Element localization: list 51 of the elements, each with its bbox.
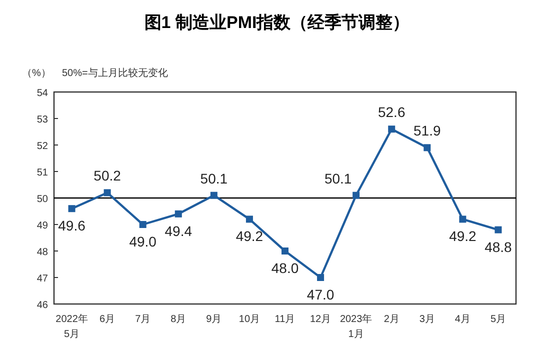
point [424, 144, 431, 152]
x-tick-label: 5月 [490, 314, 506, 325]
y-tick-label: 47 [36, 274, 48, 284]
point [459, 216, 466, 223]
text: 48.0 [271, 260, 299, 276]
point [317, 274, 324, 281]
y-tick-label: 50 [36, 194, 48, 205]
point [246, 216, 253, 223]
point [139, 221, 146, 228]
text: 50.1 [200, 170, 228, 186]
x-tick-label: 10月 [238, 314, 260, 325]
text: 49.4 [164, 222, 192, 239]
point [388, 126, 396, 133]
text: 50.2 [94, 168, 121, 184]
y-axis-title: （%） [22, 68, 51, 79]
y-tick-label: 52 [36, 141, 48, 152]
y-tick-label: 53 [36, 114, 48, 126]
x-tick-label: 3月 [419, 314, 435, 325]
text: 52.6 [378, 104, 406, 120]
y-tick-label: 49 [36, 220, 48, 232]
x-tick-label: 2023年 1月 [340, 313, 372, 340]
x-tick-label: 7月 [135, 314, 151, 325]
text: 49.0 [129, 234, 156, 250]
point [210, 192, 218, 199]
text: 49.2 [449, 228, 476, 244]
point [494, 226, 502, 234]
text: 49.2 [236, 228, 264, 244]
x-tick-label: 9月 [206, 314, 222, 325]
text: 50.1 [324, 170, 352, 186]
y-tick-label: 51 [36, 168, 48, 178]
y-tick-label: 46 [36, 300, 48, 311]
point [104, 189, 111, 196]
text: 47.0 [306, 286, 334, 302]
x-tick-label: 8月 [170, 314, 186, 325]
text: 50%=与上月比较无变化 [62, 67, 168, 79]
x-tick-label: 12月 [310, 314, 332, 325]
point [174, 210, 182, 218]
y-tick-label: 48 [36, 247, 48, 258]
text: 48.8 [484, 238, 512, 255]
y-tick-label: 54 [36, 88, 48, 99]
text: 49.6 [58, 218, 86, 234]
point [282, 248, 288, 254]
x-tick-label: 2022年 5月 [56, 313, 88, 340]
text: 51.9 [414, 122, 441, 139]
point [352, 192, 360, 199]
x-tick-label: 11月 [274, 314, 296, 325]
x-tick-label: 2月 [384, 314, 400, 325]
x-tick-label: 4月 [454, 314, 470, 325]
x-tick-label: 6月 [100, 314, 116, 325]
chart-title: 图1 制造业PMI指数（经季节调整） [144, 13, 410, 32]
point [68, 205, 76, 212]
